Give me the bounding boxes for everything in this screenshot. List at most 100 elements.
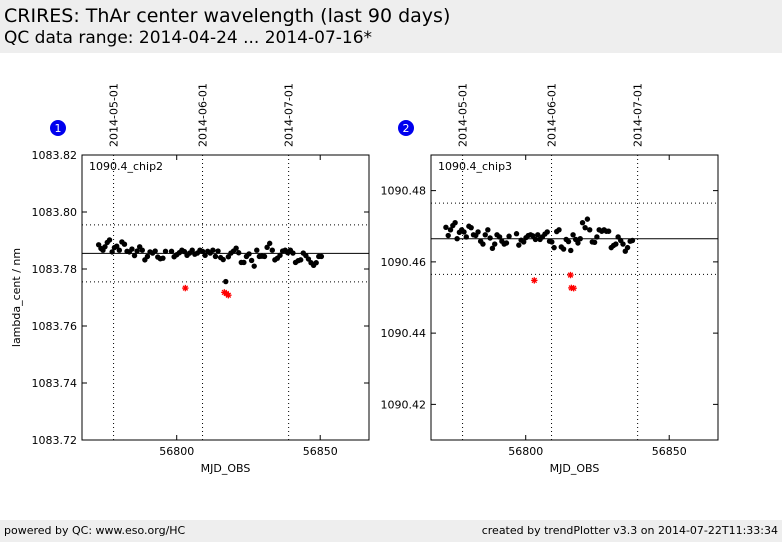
- panel-badge-circle-2: [398, 120, 414, 136]
- data-point: [251, 263, 257, 269]
- y-tick-label: 1090.46: [381, 256, 427, 269]
- x-tick-label: 56800: [159, 445, 194, 458]
- x-axis-label: MJD_OBS: [201, 462, 251, 475]
- data-point: [568, 247, 574, 254]
- data-point: [629, 237, 636, 244]
- x-axis-label: MJD_OBS: [550, 462, 600, 475]
- data-point: [551, 244, 557, 251]
- data-point: [109, 249, 115, 255]
- data-point: [290, 250, 296, 256]
- y-axis-label: lambda_cent / nm: [10, 248, 23, 347]
- date-marker-label: 2014-07-01: [283, 83, 296, 147]
- data-point: [199, 248, 206, 255]
- data-point: [116, 247, 123, 253]
- data-point: [535, 232, 541, 238]
- data-point: [594, 234, 600, 240]
- y-tick-label: 1090.48: [381, 185, 427, 198]
- data-point: [452, 219, 458, 226]
- date-marker-label: 2014-05-01: [108, 83, 121, 147]
- data-point: [131, 252, 138, 259]
- data-point: [516, 242, 522, 248]
- data-point: [454, 236, 460, 242]
- panel-badge-number: 2: [403, 122, 410, 135]
- data-point: [549, 239, 555, 245]
- x-tick-label: 56800: [508, 445, 543, 458]
- data-point: [582, 224, 588, 231]
- data-point: [248, 257, 255, 264]
- data-point: [220, 256, 226, 263]
- data-point: [475, 229, 481, 235]
- data-point: [624, 244, 631, 251]
- data-point: [575, 240, 581, 246]
- data-point: [443, 224, 449, 231]
- data-point: [570, 232, 576, 238]
- data-point: [513, 231, 520, 237]
- y-tick-label: 1083.76: [32, 320, 78, 333]
- data-point: [114, 243, 120, 249]
- data-point: [605, 228, 612, 234]
- data-point: [556, 227, 562, 233]
- data-point: [189, 247, 195, 253]
- y-tick-label: 1090.44: [381, 327, 427, 340]
- data-point: [254, 247, 260, 253]
- panel-badge-circle-1: [50, 120, 66, 136]
- data-point: [506, 233, 512, 239]
- data-point: [223, 278, 229, 285]
- data-point: [544, 229, 550, 235]
- data-point: [485, 227, 491, 233]
- report-header: CRIRES: ThAr center wavelength (last 90 …: [0, 0, 782, 53]
- data-point: [577, 236, 583, 242]
- data-point: [445, 232, 451, 239]
- outlier-point: [570, 285, 577, 292]
- x-tick-label: 56850: [652, 445, 687, 458]
- data-point: [587, 227, 593, 233]
- data-point: [102, 244, 108, 250]
- data-point: [212, 253, 219, 260]
- data-point: [210, 247, 216, 253]
- data-point: [297, 257, 304, 263]
- data-point: [492, 241, 498, 247]
- y-tick-label: 1083.72: [32, 434, 78, 447]
- data-point: [487, 235, 493, 241]
- date-marker-label: 2014-06-01: [546, 83, 559, 147]
- data-point: [620, 241, 626, 247]
- data-point: [584, 216, 591, 222]
- data-point: [264, 244, 270, 251]
- plot-frame-1: [81, 154, 370, 441]
- footer-powered-by[interactable]: powered by QC: www.eso.org/HC: [4, 524, 186, 537]
- data-point: [613, 241, 619, 247]
- outlier-point: [531, 277, 538, 284]
- data-point: [121, 241, 128, 247]
- data-point: [496, 234, 503, 240]
- data-point: [560, 246, 567, 252]
- data-point: [236, 250, 242, 256]
- data-point: [461, 229, 467, 235]
- trend-plots: 1 2014-05-01 2014-06-01 2014-07-01 56800 5685…: [10, 83, 719, 475]
- data-point: [532, 236, 539, 243]
- data-point: [468, 224, 474, 231]
- report-footer: powered by QC: www.eso.org/HC created by…: [0, 520, 782, 542]
- outlier-point: [567, 271, 574, 279]
- data-point: [489, 245, 496, 252]
- data-point: [277, 252, 283, 259]
- y-tick-label: 1083.82: [32, 149, 78, 162]
- data-point: [480, 241, 486, 247]
- x-tick-label: 56850: [303, 445, 338, 458]
- data-point: [215, 248, 221, 254]
- data-point: [162, 248, 169, 255]
- data-point: [313, 260, 319, 266]
- report-subtitle: QC data range: 2014-04-24 ... 2014-07-16…: [4, 28, 373, 48]
- outlier-point: [182, 284, 189, 292]
- footer-created-by: created by trendPlotter v3.3 on 2014-07-…: [481, 524, 778, 537]
- data-point: [152, 248, 158, 254]
- outlier-point: [225, 292, 232, 299]
- data-point: [482, 232, 488, 238]
- data-point: [106, 237, 113, 243]
- date-marker-label: 2014-07-01: [632, 83, 645, 147]
- data-point: [241, 259, 247, 266]
- data-point: [463, 234, 470, 240]
- panel-label: 1090.4_chip3: [438, 160, 512, 173]
- data-point: [503, 240, 510, 246]
- data-point: [565, 238, 572, 245]
- data-point: [246, 251, 252, 257]
